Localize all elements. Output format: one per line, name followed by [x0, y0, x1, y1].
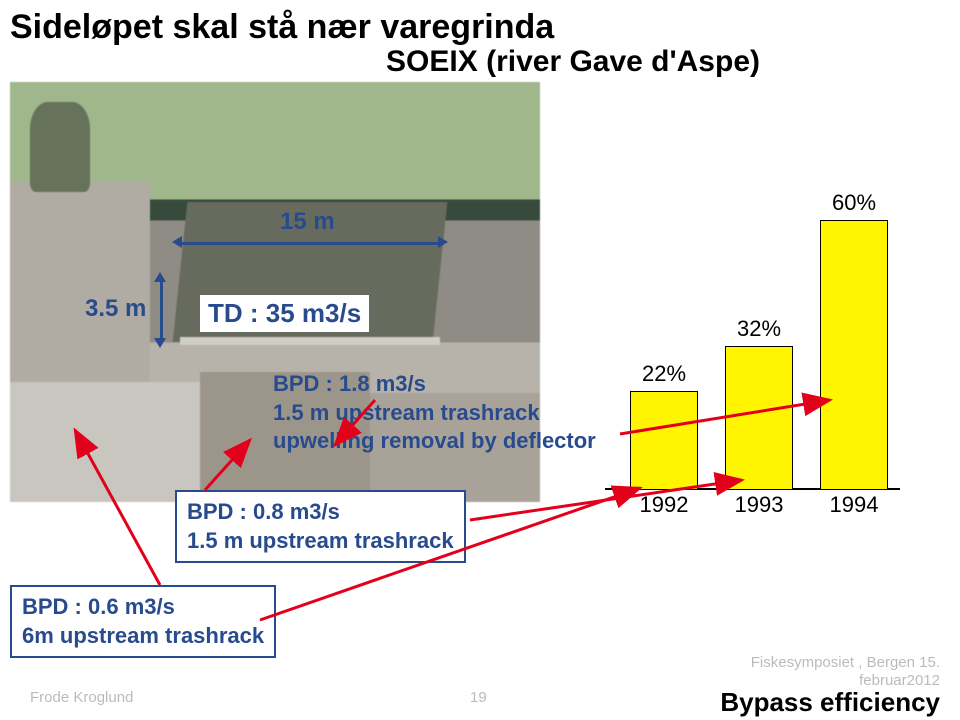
- footer-event: Fiskesymposiet , Bergen 15. februar2012: [751, 654, 940, 690]
- measure-15m-arrow-left: [172, 236, 182, 248]
- callout-bpd-1p8: BPD : 1.8 m3/s 1.5 m upstream trashrack …: [273, 370, 596, 456]
- width-label: 3.5 m: [85, 295, 146, 323]
- td-label: TD : 35 m3/s: [200, 295, 369, 332]
- chart-bar: [630, 391, 698, 490]
- bypass-efficiency-label: Bypass efficiency: [720, 687, 940, 718]
- callout-bpd-0p8-line2: 1.5 m upstream trashrack: [187, 527, 454, 556]
- chart-category-label: 1992: [629, 492, 699, 518]
- callout-bpd-0p8: BPD : 0.8 m3/s 1.5 m upstream trashrack: [175, 490, 466, 563]
- chart-value-label: 60%: [819, 190, 889, 216]
- measure-3p5m-line: [160, 280, 163, 340]
- chart-category-label: 1994: [819, 492, 889, 518]
- footer-author: Frode Kroglund: [30, 689, 133, 706]
- measure-3p5m-arrow-up: [154, 272, 166, 282]
- page-number: 19: [470, 689, 487, 706]
- callout-bpd-1p8-line3: upwelling removal by deflector: [273, 427, 596, 456]
- callout-bpd-0p6-line1: BPD : 0.6 m3/s: [22, 593, 264, 622]
- measure-15m-arrow-right: [438, 236, 448, 248]
- callout-bpd-0p8-line1: BPD : 0.8 m3/s: [187, 498, 454, 527]
- chart-bar: [725, 346, 793, 490]
- chart-value-label: 32%: [724, 316, 794, 342]
- callout-bpd-0p6-line2: 6m upstream trashrack: [22, 622, 264, 651]
- slide-subtitle: SOEIX (river Gave d'Aspe): [386, 45, 760, 79]
- chart-category-label: 1993: [724, 492, 794, 518]
- bypass-efficiency-chart: 1992 22% 1993 32% 1994 60%: [570, 170, 910, 540]
- callout-bpd-0p6: BPD : 0.6 m3/s 6m upstream trashrack: [10, 585, 276, 658]
- length-label: 15 m: [280, 208, 335, 236]
- callout-bpd-1p8-line1: BPD : 1.8 m3/s: [273, 370, 596, 399]
- slide-title: Sideløpet skal stå nær varegrinda: [10, 8, 554, 47]
- callout-bpd-1p8-line2: 1.5 m upstream trashrack: [273, 399, 596, 428]
- measure-3p5m-arrow-down: [154, 338, 166, 348]
- measure-15m-line: [180, 242, 440, 245]
- chart-bar: [820, 220, 888, 490]
- chart-value-label: 22%: [629, 361, 699, 387]
- footer-event-line1: Fiskesymposiet , Bergen 15.: [751, 654, 940, 672]
